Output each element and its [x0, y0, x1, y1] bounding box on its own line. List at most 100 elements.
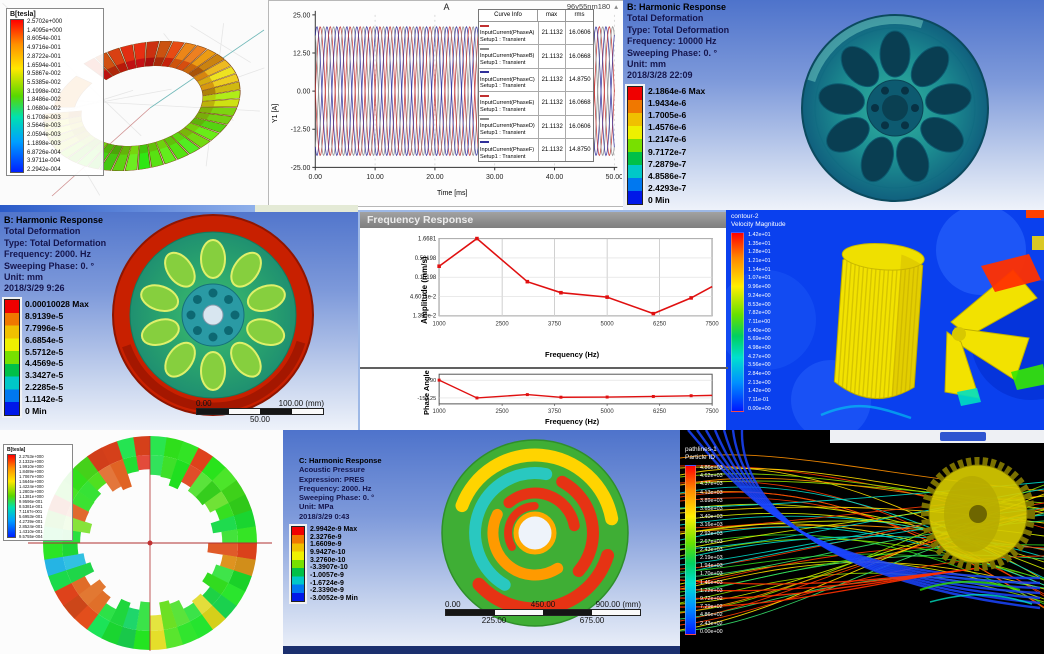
legend-value: 4.2739e-001 — [19, 519, 43, 524]
window-titlebar[interactable]: Frequency Response — [360, 212, 728, 228]
wheel-graphic — [801, 14, 989, 202]
pressure-band — [503, 487, 580, 532]
ring-segment-inner — [191, 593, 213, 615]
data-marker — [689, 296, 693, 300]
ring-segment-inner — [136, 601, 150, 632]
tick-label: 1.6681 — [418, 237, 436, 243]
tick-label: 6250 — [653, 409, 667, 415]
ring-segment — [163, 626, 184, 649]
data-marker — [475, 236, 479, 241]
coil-inner — [184, 123, 200, 132]
annotation-line: Expression: PRES — [299, 474, 365, 484]
legend-value: 2.92e+03 — [700, 530, 723, 537]
window-title-text: 96v55nm180 — [566, 2, 611, 11]
ruler-label: 0.00 — [196, 399, 212, 408]
wheel-hole — [896, 136, 930, 183]
coil-inner — [198, 107, 214, 114]
ruler-bar — [196, 408, 324, 415]
legend-value: 1.42e+01 — [748, 232, 771, 238]
tick-label: 90 — [430, 378, 436, 384]
tick-label: 10.00 — [366, 174, 383, 181]
ring-segment — [116, 437, 137, 460]
gear-tooth-line — [836, 247, 849, 402]
ring-segment-inner — [181, 464, 202, 488]
tick-label: -150.25 — [417, 396, 436, 402]
taskbar-item[interactable] — [940, 432, 986, 441]
pathlines-graphic — [680, 430, 1044, 632]
curve-max: 21.1132 — [539, 22, 567, 45]
legend-value: 1.14e+01 — [748, 266, 771, 273]
legend-value: 9.96e+00 — [748, 284, 771, 291]
annotation-line: Acoustic Pressure — [299, 465, 365, 475]
scale-value: 5.5712e-5 — [25, 346, 64, 357]
tick-label: 5000 — [601, 409, 615, 415]
colorbar-legend: B[tesla] 2.2753e+000 2.1332e+000 1.9910e+0… — [3, 444, 73, 541]
legend-quantity: Particle ID — [685, 454, 715, 461]
phase-y-label: Phase Angle — [422, 370, 431, 415]
ring-segment — [48, 569, 72, 592]
hub-bore — [202, 304, 224, 326]
tick-label: 7500 — [706, 409, 720, 415]
ring-segment — [233, 509, 256, 530]
scale-value: 2.9942e-9 Max — [310, 526, 358, 533]
curve-rms: 16.0606 — [568, 123, 591, 130]
annotation-line: Sweeping Phase: 0. ° — [627, 47, 718, 58]
colorbar-legend: B[tesla] 2.5702e+000 1.4095e+000 8.6054e-0… — [6, 8, 104, 176]
scale-value: 0.00010028 Max — [25, 299, 89, 309]
gear-hub — [969, 505, 987, 523]
legend-value: 2.67e+03 — [700, 538, 723, 545]
coil-inner — [107, 65, 120, 76]
panel-harmonic-wheel-10000hz: B: Harmonic Response Total Deformation Typ… — [623, 0, 1044, 210]
wheel-hole — [818, 83, 865, 115]
legend-values: 4.86e+03 4.62e+03 4.37e+03 4.13e+03 3.89e+03… — [700, 465, 723, 635]
ring-segment — [133, 435, 151, 457]
window-icon[interactable]: ▴ — [614, 2, 618, 11]
ring-segment-inner — [202, 572, 229, 595]
tick-label: 2500 — [496, 409, 510, 415]
ring-segment-inner — [221, 529, 239, 544]
annotation-line: Frequency: 2000. Hz — [4, 249, 92, 260]
coil-inner — [190, 117, 206, 126]
legend-value: 1.4224e+000 — [19, 484, 44, 489]
ring-segment — [149, 629, 167, 651]
legend-value: 1.1381e+000 — [19, 494, 44, 499]
wheel-hole — [920, 116, 964, 153]
velocity-legend: contour-2 Velocity Magnitude 1.42e+01 1.3… — [731, 213, 786, 412]
data-marker — [605, 395, 609, 399]
legend-row: InputCurrent(PhaseA) Setup1 : Transient 21… — [479, 22, 593, 46]
gear-tooth-line — [865, 248, 879, 402]
ring-segment-inner — [87, 590, 111, 615]
scale-value: 0 Min — [25, 405, 47, 416]
result-annotation: B: Harmonic Response Total Deformation Typ… — [627, 2, 729, 82]
colorbar — [7, 454, 16, 538]
legend-value: 6.8726e-004 — [27, 149, 61, 156]
wheel-hole — [200, 239, 226, 279]
legend-value: 4.98e+00 — [748, 344, 771, 351]
curve-max: 21.1132 — [539, 45, 567, 68]
legend-values: 2.5702e+000 1.4095e+000 8.6054e-001 4.9716e… — [27, 19, 62, 173]
ring-segment-inner — [150, 454, 164, 476]
annotation-line: B: Harmonic Response — [4, 215, 104, 225]
legend-value: 9.5867e-002 — [27, 71, 61, 78]
ring-segment — [42, 542, 64, 560]
legend-value: 1.4310e-001 — [19, 529, 43, 534]
legend-value: 3.16e+03 — [700, 522, 723, 529]
wheel-hole — [200, 351, 226, 391]
coil-inner — [171, 132, 186, 142]
streamline-hot — [680, 567, 981, 608]
coil-inner — [202, 87, 216, 96]
hub-bolt — [208, 288, 218, 298]
coil-inner — [178, 127, 194, 138]
velocity-contour-graphic — [726, 210, 1044, 430]
coil-inner — [188, 67, 204, 77]
pathlines-legend: pathlines-1 Particle ID 4.86e+03 4.62e+03… — [685, 446, 723, 635]
scale-value: 8.9139e-5 — [25, 310, 64, 321]
mesh-line — [190, 25, 251, 63]
window-edge-strip — [0, 205, 255, 212]
colorbar — [625, 84, 645, 207]
colorbar — [2, 297, 22, 418]
ring-segment — [86, 614, 110, 639]
panel-cfd-velocity: contour-2 Velocity Magnitude 1.42e+01 1.3… — [726, 210, 1044, 430]
ring-segment-inner — [187, 471, 213, 498]
scale-value: 1.2147e-6 — [648, 134, 687, 145]
